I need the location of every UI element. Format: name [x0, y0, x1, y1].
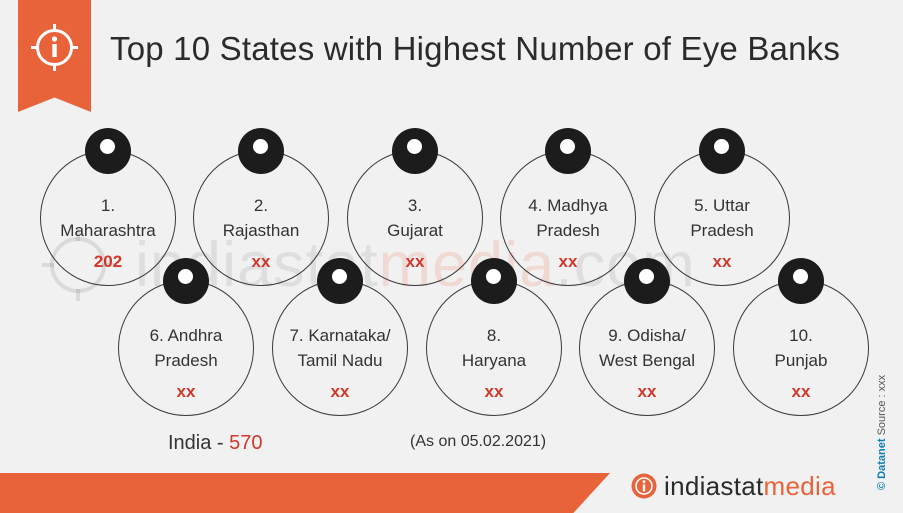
eye-icon [163, 258, 209, 304]
state-label: 1. Maharashtra [60, 196, 156, 240]
logo-text-b: media [763, 470, 836, 501]
source-brand: © Datanet [876, 438, 888, 490]
eye-icon [238, 128, 284, 174]
state-circle: 9. Odisha/ West Bengal xx [579, 258, 715, 416]
state-value: xx [558, 252, 578, 271]
eye-icon [471, 258, 517, 304]
eye-icon [392, 128, 438, 174]
state-circle: 8. Haryana xx [426, 258, 562, 416]
state-label: 7. Karnataka/ Tamil Nadu [289, 326, 391, 370]
state-label: 10. Punjab [774, 326, 828, 370]
state-value: xx [251, 252, 271, 271]
india-total-label: India [168, 432, 212, 454]
logo-info-icon [631, 473, 657, 499]
state-value: xx [176, 382, 196, 401]
eye-icon [545, 128, 591, 174]
state-circle: 7. Karnataka/ Tamil Nadu xx [272, 258, 408, 416]
eye-icon [85, 128, 131, 174]
as-on-date: (As on 05.02.2021) [410, 433, 547, 450]
state-value: xx [712, 252, 732, 271]
state-label: 8. Haryana [461, 326, 527, 370]
state-label: 3. Gujarat [387, 196, 443, 240]
source-credit: © Datanet Source : xxx [876, 375, 888, 490]
state-value: 202 [93, 252, 123, 271]
india-total: India - 570 [168, 432, 263, 454]
state-value: xx [637, 382, 657, 401]
footer-logo: indiastatmedia [630, 470, 836, 502]
state-circle: 5. Uttar Pradesh xx [654, 128, 790, 286]
source-text: Source : xxx [876, 374, 888, 436]
state-value: xx [405, 252, 425, 271]
eye-icon [699, 128, 745, 174]
logo-text-a: indiastat [664, 470, 764, 501]
india-total-value: 570 [229, 432, 263, 454]
state-circle: 4. Madhya Pradesh xx [500, 128, 636, 286]
state-circle: 1. Maharashtra 202 [40, 128, 176, 286]
state-label: 2. Rajasthan [222, 196, 300, 240]
state-label: 5. Uttar Pradesh [690, 196, 754, 240]
state-label: 6. Andhra Pradesh [149, 326, 223, 370]
state-value: xx [484, 382, 504, 401]
footer-bar [0, 473, 610, 513]
state-circle: 10. Punjab xx [733, 258, 869, 416]
state-circle: 2. Rajasthan xx [193, 128, 329, 286]
state-label: 9. Odisha/ West Bengal [598, 326, 696, 370]
state-circle: 3. Gujarat xx [347, 128, 483, 286]
eye-icon [317, 258, 363, 304]
info-badge [18, 0, 91, 112]
eye-icon [778, 258, 824, 304]
page-title: Top 10 States with Highest Number of Eye… [110, 30, 841, 67]
eye-icon [624, 258, 670, 304]
info-icon [31, 24, 78, 71]
state-circle: 6. Andhra Pradesh xx [118, 258, 254, 416]
state-value: xx [791, 382, 811, 401]
state-value: xx [330, 382, 350, 401]
state-label: 4. Madhya Pradesh [528, 196, 608, 240]
